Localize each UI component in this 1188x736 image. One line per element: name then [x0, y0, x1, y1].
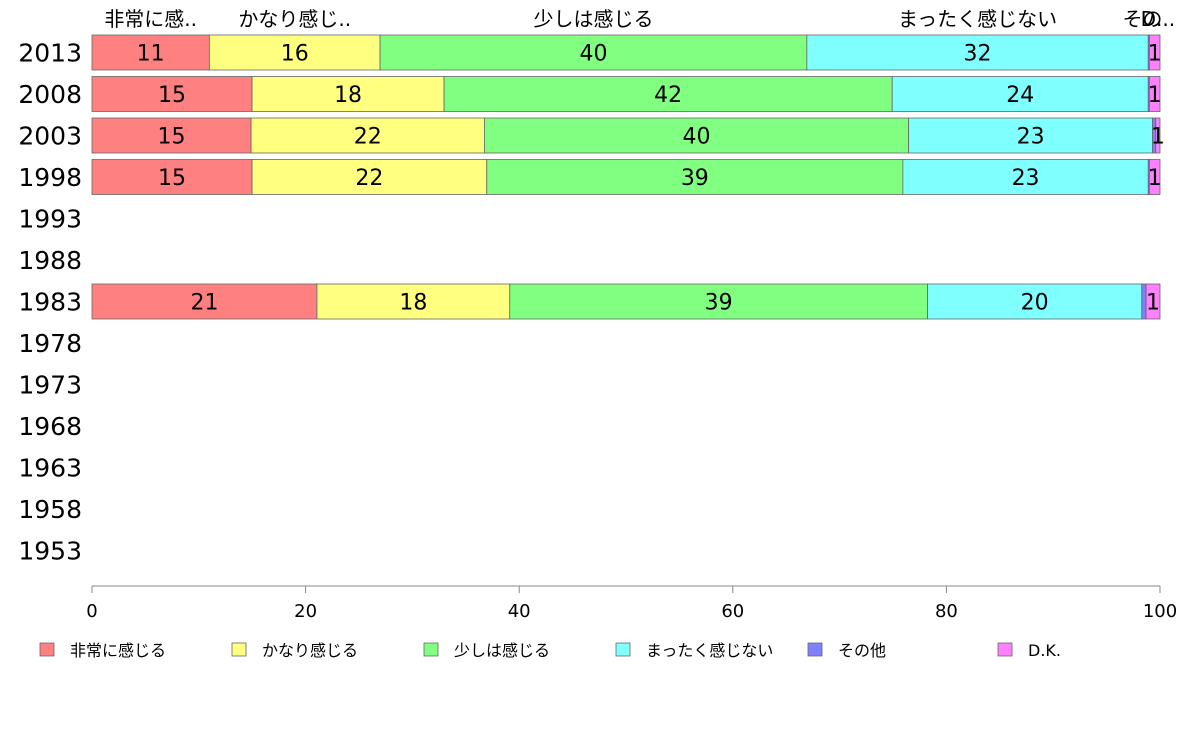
bar-segment — [927, 283, 1143, 320]
bar-segment — [806, 34, 1149, 71]
legend-swatch — [423, 642, 439, 657]
x-tick-label: 100 — [1143, 601, 1177, 622]
data-label: 22 — [354, 125, 382, 150]
data-label: 18 — [334, 83, 362, 108]
x-axis: 0 20 40 60 80 100 — [86, 585, 1177, 622]
bar-segment — [1145, 283, 1161, 320]
data-label: 1 — [1148, 166, 1162, 191]
data-label: 39 — [681, 166, 709, 191]
bar-segment — [1148, 34, 1161, 71]
data-label: 1 — [1148, 83, 1162, 108]
data-label: 18 — [399, 291, 427, 316]
bar-segment — [91, 76, 253, 112]
bar-segment — [1148, 76, 1161, 112]
data-label: 40 — [579, 42, 607, 67]
data-label: 15 — [158, 83, 186, 108]
bar-segment — [1155, 117, 1161, 154]
year-label: 1963 — [18, 454, 82, 483]
data-label: 32 — [964, 42, 992, 67]
data-label: 40 — [683, 125, 711, 150]
data-label: 15 — [158, 125, 186, 150]
legend-label: D.K. — [1028, 641, 1061, 660]
x-tick-label: 60 — [721, 601, 744, 622]
bar-segment — [443, 76, 893, 112]
year-label: 1968 — [18, 412, 82, 441]
x-tick-label: 80 — [935, 601, 958, 622]
series-header-label: 非常に感.. — [104, 7, 197, 31]
series-header-label: 少しは感じる — [533, 7, 653, 31]
bar-segment — [484, 117, 910, 154]
year-label: 1953 — [18, 537, 82, 566]
year-label: 1988 — [18, 246, 82, 275]
data-label: 16 — [281, 42, 309, 67]
year-label: 1998 — [18, 163, 82, 192]
bar-segment — [250, 117, 485, 154]
data-label: 39 — [705, 291, 733, 316]
legend: 非常に感じる かなり感じる 少しは感じる まったく感じない その他 D.K. — [39, 641, 1061, 660]
year-label: 2008 — [18, 80, 82, 109]
data-label: 23 — [1017, 125, 1045, 150]
legend-swatch — [615, 642, 631, 657]
data-label: 1 — [1148, 42, 1162, 67]
year-label: 1958 — [18, 495, 82, 524]
legend-label: かなり感じる — [262, 641, 358, 660]
bar-segment — [251, 76, 445, 112]
data-label: 24 — [1006, 83, 1034, 108]
year-axis-labels: 2013 2008 2003 1998 1993 1988 1983 1978 1973 1968… — [18, 39, 82, 566]
bar-segment — [486, 159, 904, 195]
data-label: 23 — [1012, 166, 1040, 191]
bar-segment — [1148, 159, 1161, 195]
legend-label: 非常に感じる — [70, 641, 166, 660]
data-label: 11 — [137, 42, 165, 67]
bar-segment — [91, 34, 210, 71]
x-tick-label: 0 — [86, 601, 97, 622]
bar-segment — [891, 76, 1149, 112]
legend-label: その他 — [838, 641, 886, 660]
year-label: 1983 — [18, 288, 82, 317]
bar-segment — [91, 283, 318, 320]
series-header-label: まったく感じない — [898, 7, 1057, 31]
series-header-label: D.. — [1141, 7, 1169, 31]
legend-label: まったく感じない — [646, 641, 773, 660]
year-label: 2003 — [18, 122, 82, 151]
bar-segment — [902, 159, 1149, 195]
bar-segment — [208, 34, 381, 71]
data-label: 21 — [190, 291, 218, 316]
legend-swatch — [231, 642, 247, 657]
bar-segment — [91, 159, 253, 195]
bar-segment — [509, 283, 928, 320]
bar-segment — [91, 117, 252, 154]
legend-label: 少しは感じる — [454, 641, 550, 660]
series-header-label: かなり感じ.. — [238, 7, 351, 31]
year-label: 1993 — [18, 205, 82, 234]
bars: 11 16 40 32 1 15 18 42 24 1 15 22 40 23 1 15 22 39 23 1 21 18… — [91, 34, 1165, 320]
x-tick-label: 20 — [294, 601, 317, 622]
data-label: 20 — [1021, 291, 1049, 316]
data-label: 42 — [654, 83, 682, 108]
year-label: 1978 — [18, 329, 82, 358]
year-label: 2013 — [18, 39, 82, 68]
bar-segment — [379, 34, 808, 71]
data-label: 22 — [355, 166, 383, 191]
legend-swatch — [807, 642, 823, 657]
data-label: 15 — [158, 166, 186, 191]
legend-swatch — [997, 642, 1013, 657]
data-label: 1 — [1146, 291, 1160, 316]
series-header-label: その.. — [1122, 7, 1175, 31]
data-label: 1 — [1151, 125, 1165, 150]
year-label: 1973 — [18, 371, 82, 400]
legend-swatch — [39, 642, 55, 657]
x-tick-label: 40 — [508, 601, 531, 622]
bar-segment — [251, 159, 488, 195]
bar-segment — [908, 117, 1153, 154]
series-header-labels: 非常に感.. かなり感じ.. 少しは感じる まったく感じない その..D.. — [104, 7, 1175, 31]
